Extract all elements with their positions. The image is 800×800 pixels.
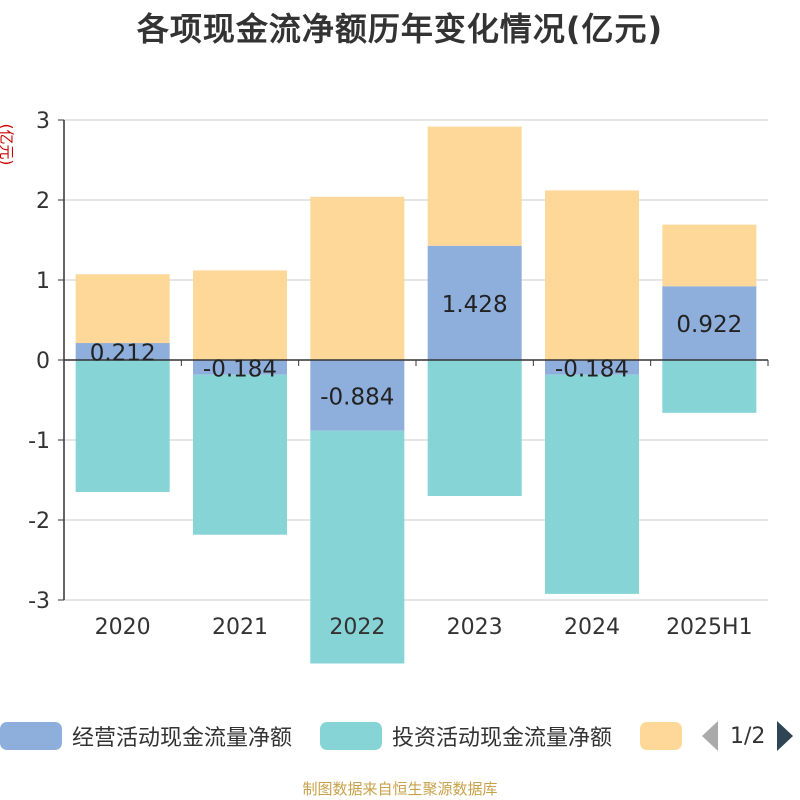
bar-series1-2023 [427, 360, 522, 496]
y-tick-label: 1 [36, 269, 50, 294]
bar-series2-2022 [310, 196, 405, 360]
legend-item-operating[interactable]: 经营活动现金流量净额 [0, 716, 292, 756]
bar-series0-2020 [75, 343, 170, 360]
bar-series1-2024 [545, 374, 639, 594]
bar-series2-2023 [427, 126, 522, 246]
y-tick-label: -3 [28, 589, 50, 614]
bar-series2-2025H1 [662, 224, 757, 287]
y-tick-label: 3 [36, 109, 50, 134]
bar-series1-2020 [75, 360, 170, 492]
pager-page-text: 1/2 [730, 723, 766, 749]
legend-swatch-third [640, 722, 682, 750]
bar-series2-2024 [545, 190, 639, 360]
chart-title: 各项现金流净额历年变化情况(亿元) [136, 10, 664, 48]
pager-prev-icon[interactable] [702, 721, 718, 751]
data-source-footer: 制图数据来自恒生聚源数据库 [302, 780, 498, 798]
bar-series1-2022 [310, 430, 405, 664]
bar-series1-2025H1 [662, 360, 757, 413]
bar-series1-2021 [193, 374, 287, 535]
legend: 经营活动现金流量净额 投资活动现金流量净额 1/2 [0, 716, 800, 756]
x-tick-label: 2022 [329, 615, 385, 640]
legend-label-operating: 经营活动现金流量净额 [72, 726, 293, 751]
x-tick-label: 2023 [447, 615, 503, 640]
bar-series0-2023 [427, 245, 522, 360]
legend-pager: 1/2 [702, 716, 794, 756]
data-label: -0.184 [203, 356, 277, 382]
x-tick-label: 2021 [212, 615, 268, 640]
y-tick-label: 0 [36, 349, 50, 374]
bar-series2-2021 [193, 270, 287, 360]
legend-label-investing: 投资活动现金流量净额 [392, 726, 613, 751]
bar-series0-2024 [545, 360, 639, 375]
bar-series2-2020 [75, 274, 170, 344]
legend-item-third[interactable] [640, 716, 682, 756]
bar-series0-2021 [193, 360, 287, 375]
data-label: 0.212 [90, 341, 156, 367]
chart-plot: -3 -2 -1 0 1 2 3 2020 2021 2022 2023 2024 2025H1 0.21… [28, 109, 769, 664]
data-label: -0.884 [320, 384, 394, 410]
data-label: 0.922 [676, 312, 742, 338]
y-tick-label: -2 [28, 509, 50, 534]
legend-item-investing[interactable]: 投资活动现金流量净额 [320, 716, 612, 756]
y-tick-label: 2 [36, 189, 50, 214]
legend-swatch-operating [0, 722, 62, 750]
pager-next-icon[interactable] [777, 721, 794, 751]
legend-swatch-investing [320, 722, 382, 750]
x-tick-label: 2024 [564, 615, 620, 640]
data-label: 1.428 [442, 292, 508, 318]
bar-series0-2025H1 [662, 286, 757, 360]
bar-series0-2022 [310, 360, 405, 431]
x-tick-label: 2020 [95, 615, 151, 640]
data-label: -0.184 [555, 356, 629, 382]
x-tick-label: 2025H1 [666, 615, 753, 640]
y-tick-label: -1 [28, 429, 50, 454]
